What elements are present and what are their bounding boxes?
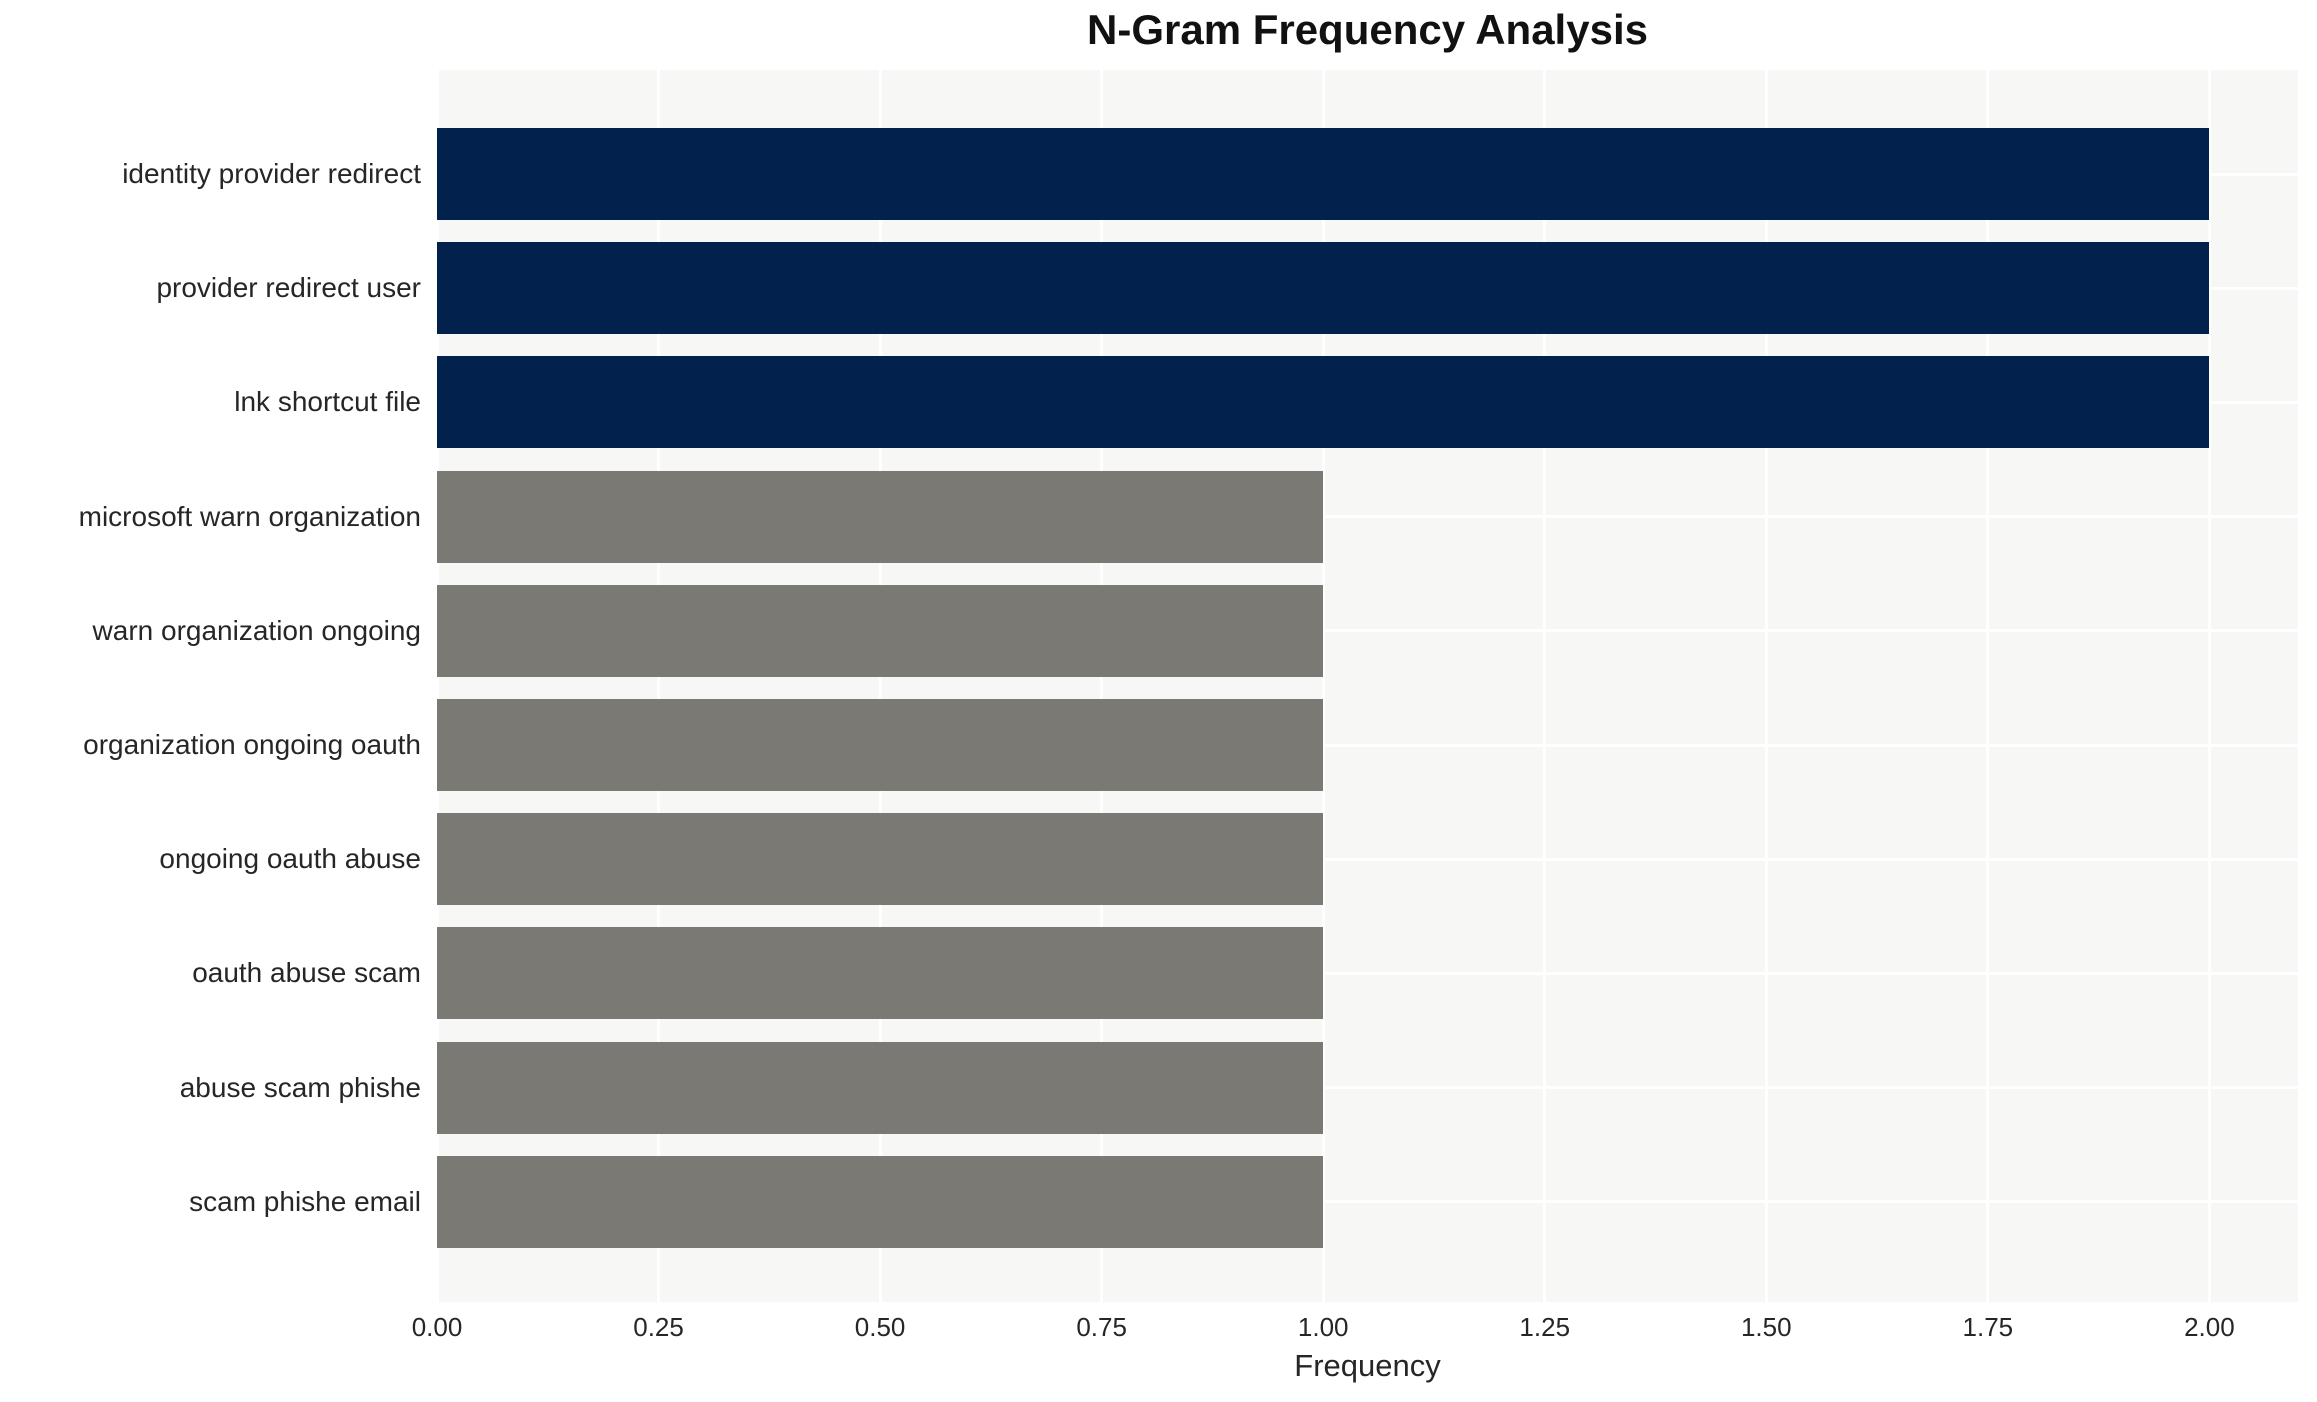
vertical-gridline (1321, 70, 1325, 1302)
x-axis-label: Frequency (1294, 1348, 1441, 1383)
vertical-gridline (435, 70, 439, 1302)
y-tick-label: lnk shortcut file (234, 386, 421, 418)
vertical-gridline (1100, 70, 1104, 1302)
bar (437, 813, 1324, 906)
vertical-gridline (2207, 70, 2211, 1302)
x-tick-label: 0.50 (854, 1312, 906, 1342)
y-tick-label: provider redirect user (156, 272, 421, 304)
bar (437, 356, 2210, 449)
horizontal-gridline (437, 971, 2298, 975)
y-tick-label: organization ongoing oauth (83, 729, 421, 760)
plot-area (435, 70, 2298, 1302)
x-tick-label: 1.75 (1962, 1312, 2014, 1342)
bar (437, 699, 1324, 791)
horizontal-gridline (437, 629, 2298, 633)
bar (437, 470, 1324, 563)
x-tick-label: 0.00 (411, 1312, 463, 1342)
x-tick-label: 1.50 (1740, 1312, 1792, 1342)
bar (437, 927, 1324, 1020)
vertical-gridline (1764, 70, 1768, 1302)
x-tick-label: 0.75 (1076, 1312, 1127, 1342)
bar (437, 1041, 1324, 1134)
y-tick-label: identity provider redirect (122, 158, 421, 189)
y-tick-label: abuse scam phishe (179, 1071, 421, 1103)
vertical-gridline (1543, 70, 1547, 1302)
bar (437, 1155, 1324, 1248)
bar (437, 242, 2210, 335)
vertical-gridline (1986, 70, 1990, 1302)
y-tick-label: scam phishe email (189, 1185, 421, 1217)
horizontal-gridline (437, 857, 2298, 861)
x-tick-label: 2.00 (2184, 1312, 2235, 1342)
horizontal-gridline (437, 743, 2298, 747)
x-tick-label: 1.25 (1519, 1312, 1571, 1342)
y-tick-label: warn organization ongoing (92, 614, 421, 646)
y-tick-label: oauth abuse scam (192, 957, 421, 989)
horizontal-gridline (437, 1086, 2298, 1090)
x-tick-label: 0.25 (633, 1312, 684, 1342)
chart-title: N-Gram Frequency Analysis (1087, 6, 1648, 53)
horizontal-gridline (437, 1200, 2298, 1204)
x-tick-label: 1.00 (1297, 1312, 1349, 1342)
vertical-gridline (657, 70, 661, 1302)
bar (437, 128, 2210, 220)
bar (437, 584, 1324, 677)
y-tick-label: ongoing oauth abuse (159, 843, 421, 875)
horizontal-gridline (437, 515, 2298, 519)
vertical-gridline (878, 70, 882, 1302)
y-tick-label: microsoft warn organization (78, 500, 421, 532)
